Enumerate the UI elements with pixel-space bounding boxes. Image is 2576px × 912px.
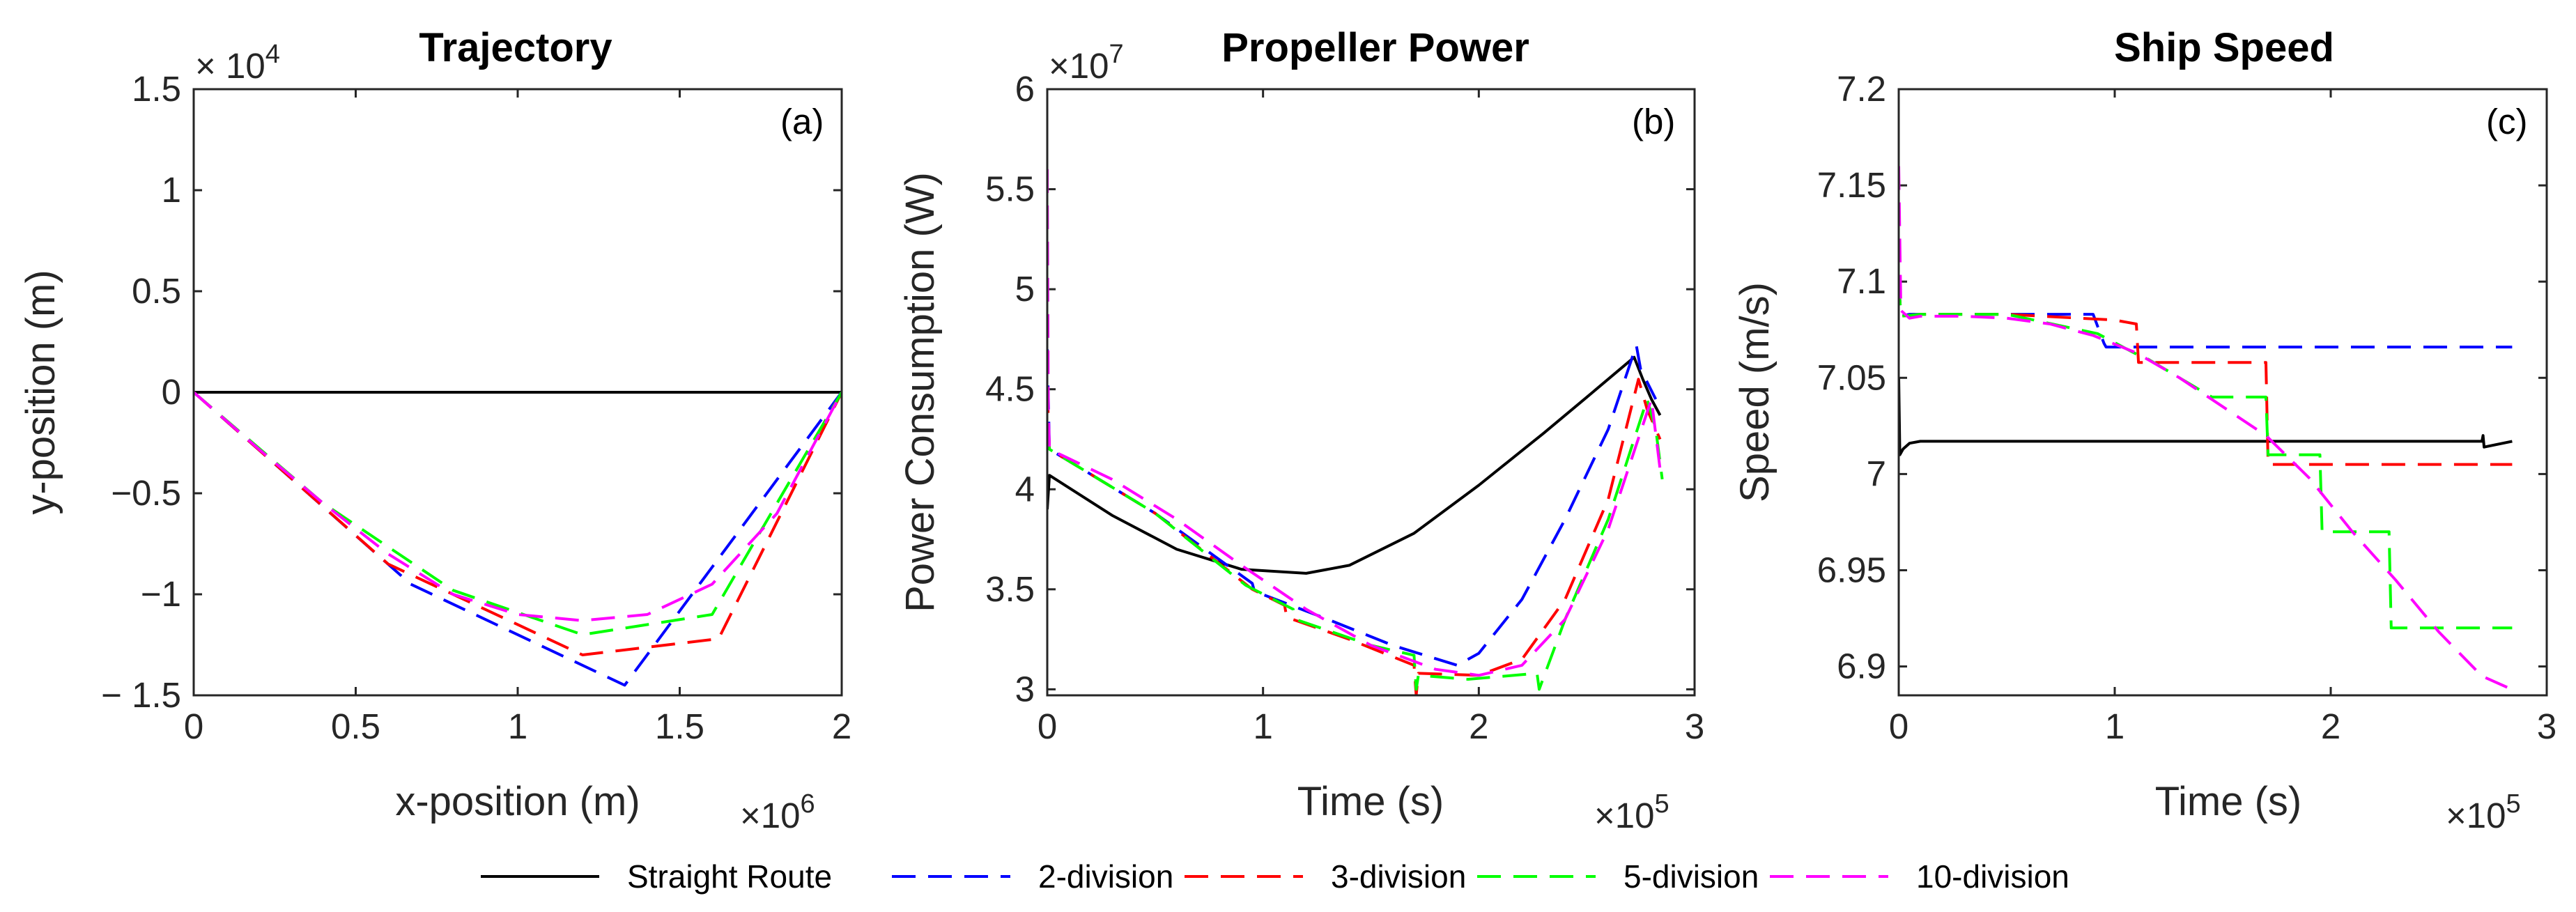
panel-b-x-exponent-base: ×10 bbox=[1594, 796, 1655, 835]
panel-b-xlabel: Time (s) bbox=[1297, 779, 1444, 824]
legend-label-4: 10-division bbox=[1916, 858, 2069, 895]
panel-c-series-straight-route bbox=[1899, 378, 2513, 456]
panel-b-y-exponent-base: ×10 bbox=[1049, 46, 1109, 86]
panel-c-series-3-division bbox=[1899, 281, 2513, 466]
panel-trajectory: Trajectory × 104 0 0.5 1 1.5 2 − 1.5 −1 −0.5 0 0.… bbox=[18, 25, 851, 835]
panel-c-ytick-label: 7.2 bbox=[1837, 69, 1886, 109]
panel-b-ytick-label: 6 bbox=[1015, 69, 1035, 109]
panel-c-series-10-division bbox=[1899, 166, 2513, 691]
panel-a-ytick-label: 1 bbox=[162, 170, 181, 210]
panel-b-y-exponent: ×107 bbox=[1049, 40, 1124, 86]
panel-c-xtick-label: 3 bbox=[2537, 706, 2556, 746]
panel-c-ylabel: Speed (m/s) bbox=[1732, 282, 1777, 502]
panel-propeller-power: Propeller Power ×107 0 1 2 333.544.555.56 (… bbox=[897, 25, 1704, 835]
panel-a-ylabel: y-position (m) bbox=[18, 270, 63, 514]
panel-a-xtick-label: 1 bbox=[508, 706, 527, 746]
panel-c-ytick-label: 7.15 bbox=[1817, 165, 1886, 205]
panel-b-xtick-label: 1 bbox=[1253, 706, 1272, 746]
legend-label-0: Straight Route bbox=[627, 858, 832, 895]
panel-b-ytick-label: 3 bbox=[1015, 669, 1035, 709]
legend-label-2: 3-division bbox=[1331, 858, 1466, 895]
panel-c-ytick-label: 7.1 bbox=[1837, 261, 1886, 301]
panel-a-x-exponent: ×106 bbox=[740, 789, 815, 835]
panel-ship-speed: Ship Speed 0 1 2 3 6.9 6.95 7 7.05 7.1 7.15 7.2 (c… bbox=[1732, 25, 2556, 835]
legend-label-3: 5-division bbox=[1624, 858, 1759, 895]
panel-c-xtick-label: 1 bbox=[2105, 706, 2124, 746]
panel-b-frame bbox=[1046, 88, 1696, 697]
panel-b-ytick-label: 5.5 bbox=[985, 169, 1035, 209]
panel-a-y-exponent: × 104 bbox=[195, 40, 280, 86]
panel-a-xlabel: x-position (m) bbox=[395, 779, 640, 824]
panel-b-y-exponent-power: 7 bbox=[1109, 40, 1124, 69]
panel-c-ytick-label: 7 bbox=[1867, 454, 1886, 493]
panel-a-ytick-label: 0 bbox=[162, 372, 181, 412]
panel-a-series-10-division bbox=[194, 391, 842, 622]
panel-a-ytick-label: −0.5 bbox=[111, 473, 181, 513]
panel-a-y-exponent-power: 4 bbox=[265, 40, 280, 69]
panel-b-xtick-label: 0 bbox=[1038, 706, 1057, 746]
panel-a-plot: 0 0.5 1 1.5 2 − 1.5 −1 −0.5 0 0.5 1 1.5 bbox=[101, 69, 851, 746]
panel-a-ytick-label: −1 bbox=[141, 574, 181, 614]
panel-a-xtick-label: 2 bbox=[832, 706, 851, 746]
panel-b-ytick-label: 4.5 bbox=[985, 369, 1035, 409]
panel-a-series-3-division bbox=[194, 391, 842, 656]
panel-a-ytick-label: 1.5 bbox=[132, 69, 181, 109]
panel-b-x-exponent: ×105 bbox=[1594, 789, 1669, 835]
panel-a-xtick-label: 1.5 bbox=[655, 706, 704, 746]
panel-c-ytick-label: 6.9 bbox=[1837, 647, 1886, 686]
panel-a-xtick-label: 0 bbox=[184, 706, 203, 746]
panel-b-series-10-division bbox=[1047, 169, 1662, 677]
panel-c-series-5-division bbox=[1899, 281, 2513, 630]
panel-c-tag: (c) bbox=[2486, 102, 2527, 141]
panel-c-xlabel: Time (s) bbox=[2155, 779, 2301, 824]
panel-a-series-2-division bbox=[194, 391, 842, 687]
panel-b-tag: (b) bbox=[1632, 102, 1675, 141]
panel-b-series-2-division bbox=[1047, 343, 1658, 667]
panel-b-ytick-label: 5 bbox=[1015, 269, 1035, 309]
panel-b-title: Propeller Power bbox=[1221, 25, 1529, 70]
panel-c-ytick-label: 7.05 bbox=[1817, 357, 1886, 397]
panel-c-plot: 0 1 2 3 6.9 6.95 7 7.05 7.1 7.15 7.2 bbox=[1817, 69, 2556, 746]
panel-c-x-exponent: ×105 bbox=[2446, 789, 2521, 835]
panel-a-x-exponent-base: ×10 bbox=[740, 796, 801, 835]
panel-c-x-exponent-power: 5 bbox=[2506, 789, 2521, 819]
panel-a-frame bbox=[192, 88, 843, 697]
panel-b-series-3-division bbox=[1047, 378, 1662, 695]
panel-b-ytick-label: 4 bbox=[1015, 469, 1035, 509]
legend: Straight Route 2-division 3-division 5-divi… bbox=[481, 858, 2069, 895]
panel-c-title: Ship Speed bbox=[2114, 25, 2334, 70]
panel-b-ytick-label: 3.5 bbox=[985, 569, 1035, 609]
panel-c-xtick-label: 2 bbox=[2321, 706, 2340, 746]
panel-b-ylabel: Power Consumption (W) bbox=[897, 172, 943, 612]
panel-a-ytick-label: − 1.5 bbox=[101, 675, 181, 715]
panel-b-series-straight-route bbox=[1047, 355, 1662, 575]
panel-a-xtick-label: 0.5 bbox=[331, 706, 380, 746]
panel-a-title: Trajectory bbox=[419, 25, 612, 70]
panel-a-y-exponent-base: × 10 bbox=[195, 46, 265, 86]
panel-a-ytick-label: 0.5 bbox=[132, 271, 181, 311]
panel-b-xtick-label: 2 bbox=[1469, 706, 1488, 746]
panel-b-xtick-label: 3 bbox=[1685, 706, 1704, 746]
panel-b-series-5-division bbox=[1047, 398, 1664, 691]
panel-c-x-exponent-base: ×10 bbox=[2446, 796, 2506, 835]
panel-a-tag: (a) bbox=[780, 102, 824, 141]
panel-c-frame bbox=[1897, 88, 2548, 697]
panel-b-series-group bbox=[1047, 169, 1664, 695]
panel-a-series-group bbox=[194, 391, 842, 687]
panel-c-series-group bbox=[1899, 166, 2513, 691]
panel-b-plot: 0 1 2 3 3 3.5 4 4.5 5 5.5 6 bbox=[985, 69, 1704, 746]
legend-label-1: 2-division bbox=[1038, 858, 1173, 895]
panel-c-ytick-label: 6.95 bbox=[1817, 550, 1886, 589]
panel-a-series-5-division bbox=[194, 391, 842, 636]
panel-b-x-exponent-power: 5 bbox=[1655, 789, 1669, 819]
panel-c-xtick-label: 0 bbox=[1889, 706, 1908, 746]
panel-a-x-exponent-power: 6 bbox=[801, 789, 815, 819]
